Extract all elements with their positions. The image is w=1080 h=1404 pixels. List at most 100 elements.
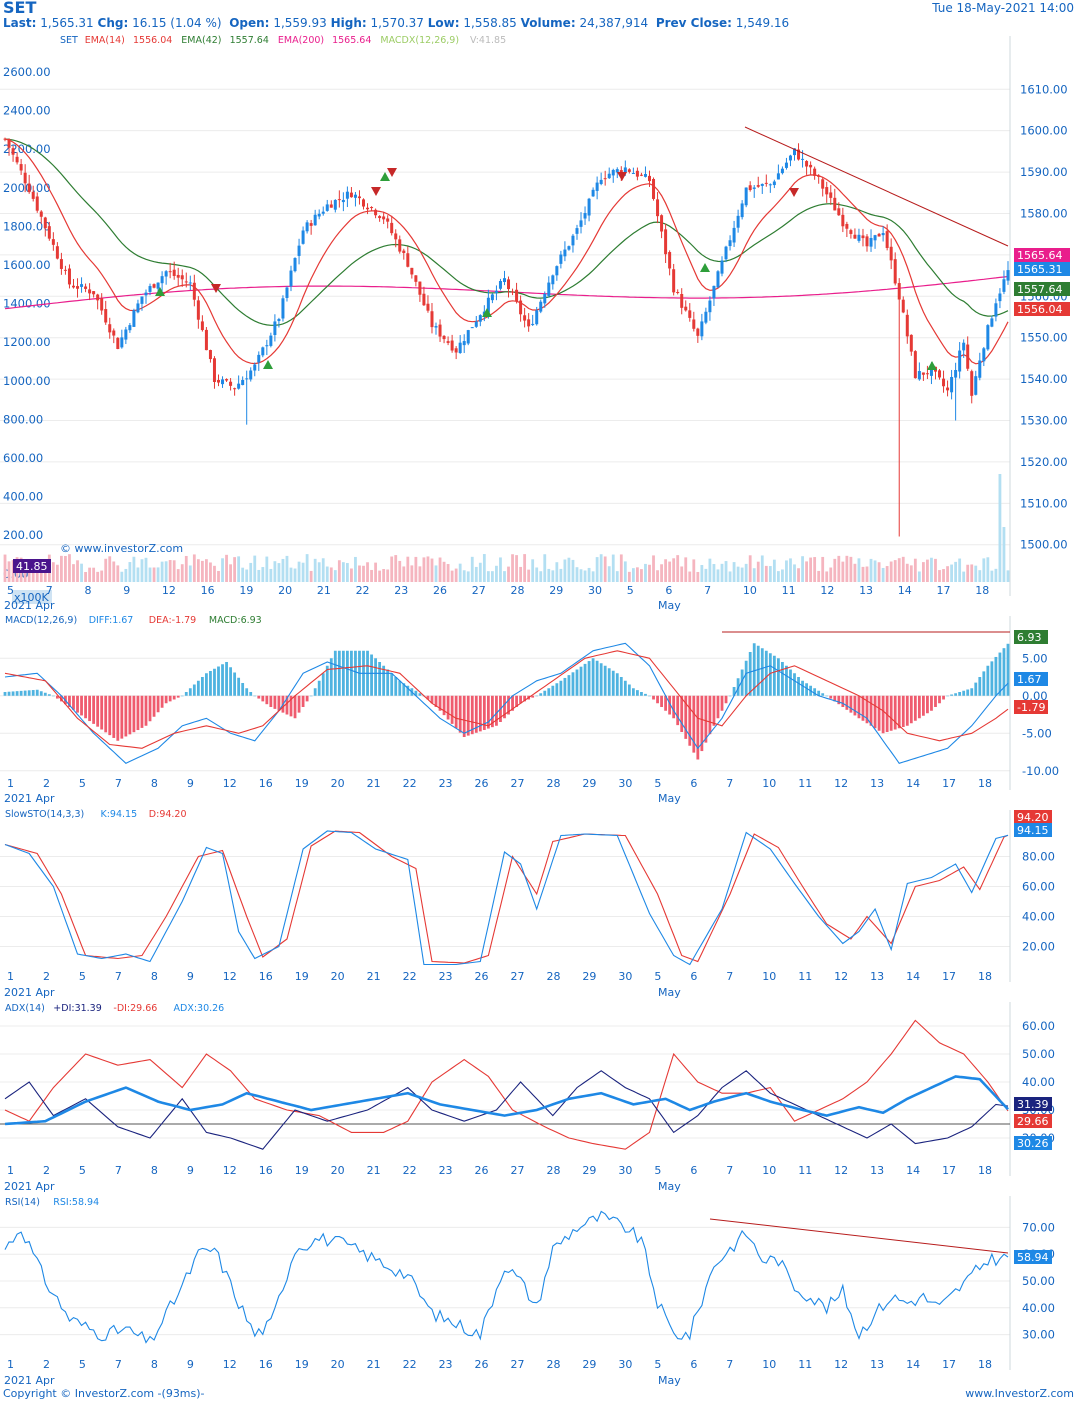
sto-xtick-12: 23 xyxy=(439,970,453,983)
rsi-xtick-3: 7 xyxy=(115,1358,122,1371)
price-xtick-25: 18 xyxy=(975,584,989,597)
candle-body xyxy=(80,284,84,287)
volume-bar xyxy=(410,565,414,582)
macd-histogram-bar xyxy=(72,695,75,710)
candle-body xyxy=(120,337,124,348)
candle-body xyxy=(309,223,313,226)
rsi-xtick-12: 23 xyxy=(439,1358,453,1371)
macd-xtick-22: 11 xyxy=(798,777,812,790)
adx-tick-0: 60.00 xyxy=(1022,1019,1055,1033)
site-link[interactable]: www.InvestorZ.com xyxy=(965,1387,1074,1400)
price-last-tag-2: 1557.64 xyxy=(1014,282,1070,296)
macd-histogram-bar xyxy=(889,695,893,731)
macd-histogram-bar xyxy=(954,693,958,696)
macd-histogram-bar xyxy=(132,695,136,733)
candle-body xyxy=(587,198,591,216)
price-rtick-7: 1540.00 xyxy=(1020,372,1068,386)
candle-body xyxy=(716,271,720,288)
volume-bar xyxy=(704,568,708,582)
macd-histogram-bar xyxy=(555,683,559,696)
macd-histogram-bar xyxy=(333,650,337,696)
candle-body xyxy=(462,341,466,346)
volume-bar xyxy=(478,562,482,582)
candle-body xyxy=(535,310,539,325)
macd-histogram-bar xyxy=(23,690,27,696)
price-rtick-10: 1510.00 xyxy=(1020,496,1068,510)
candle-body xyxy=(527,319,531,327)
rsi-xtick-18: 5 xyxy=(654,1358,661,1371)
candle-body xyxy=(418,281,422,295)
macd-histogram-bar xyxy=(793,673,796,696)
candle-body xyxy=(938,370,942,378)
candle-body xyxy=(619,170,623,173)
macd-histogram-bar xyxy=(942,695,945,700)
candle-body xyxy=(877,233,881,237)
stat-chg-label: Chg: xyxy=(97,16,129,30)
candle-body xyxy=(515,289,519,302)
price-legend-6: 1565.64 xyxy=(332,35,371,46)
candle-body xyxy=(986,325,990,350)
candle-body xyxy=(345,191,349,199)
volume-bar xyxy=(124,568,128,582)
macd-histogram-bar xyxy=(156,695,160,713)
signal-arrow-up xyxy=(380,172,390,181)
candle-body xyxy=(547,282,551,296)
adx-last-tag-text: 29.66 xyxy=(1017,1115,1049,1128)
volume-bar xyxy=(861,566,865,582)
macd-histogram-bar xyxy=(454,695,458,729)
volume-bar xyxy=(148,567,152,582)
candle-body xyxy=(212,358,216,382)
sto-xtick-19: 6 xyxy=(690,970,697,983)
candle-body xyxy=(688,310,692,318)
volume-bar xyxy=(297,561,301,582)
candle-body xyxy=(954,370,958,378)
volume-bar xyxy=(390,556,394,582)
volume-bar xyxy=(873,560,877,582)
volume-bar xyxy=(112,561,116,582)
price-last-tag-1-bg xyxy=(1014,262,1070,276)
candle-body xyxy=(216,379,220,383)
volume-bar xyxy=(305,554,309,582)
price-xtick-14: 29 xyxy=(549,584,563,597)
macd-histogram-bar xyxy=(575,669,579,696)
volume-bar xyxy=(563,559,567,582)
price-xtick-21: 12 xyxy=(820,584,834,597)
price-xtick-15: 30 xyxy=(588,584,602,597)
adx-xtick-8: 19 xyxy=(295,1164,309,1177)
price-xtick-2: 8 xyxy=(84,584,91,597)
adx-xtick-23: 12 xyxy=(834,1164,848,1177)
macd-histogram-bar xyxy=(92,695,96,724)
price-xtick-3: 9 xyxy=(123,584,130,597)
macd-histogram-bar xyxy=(160,695,164,708)
candle-body xyxy=(27,183,31,193)
macd-diff-line xyxy=(4,642,1009,764)
macd-xtick-14: 27 xyxy=(511,777,525,790)
macd-histogram-bar xyxy=(917,695,921,719)
volume-bar xyxy=(370,569,373,582)
macd-xtick-0: 1 xyxy=(7,777,14,790)
macd-histogram-bar xyxy=(350,650,353,696)
candle-body xyxy=(881,233,885,236)
macd-histogram-bar xyxy=(80,695,83,716)
volume-bar xyxy=(901,556,905,582)
macd-histogram-bar xyxy=(990,661,994,696)
macd-xtick-7: 16 xyxy=(259,777,273,790)
price-xtick-6: 19 xyxy=(239,584,253,597)
macd-histogram-bar xyxy=(503,695,506,719)
macd-histogram-bar xyxy=(1002,648,1006,696)
macd-histogram-bar xyxy=(905,695,909,726)
macd-histogram-bar xyxy=(640,692,643,696)
volume-bar xyxy=(640,569,643,582)
candle-body xyxy=(684,306,688,311)
macd-histogram-bar xyxy=(519,695,522,704)
macd-histogram-bar xyxy=(15,691,19,696)
macd-histogram-bar xyxy=(821,693,825,696)
candle-body xyxy=(797,149,801,160)
candle-body xyxy=(805,161,809,167)
macd-histogram-bar xyxy=(559,680,563,696)
macd-histogram-bar xyxy=(736,678,740,696)
stat-high-label: High: xyxy=(330,16,367,30)
candle-body xyxy=(329,204,333,208)
rsi-xtick-26: 17 xyxy=(942,1358,956,1371)
volume-bar xyxy=(736,566,740,582)
